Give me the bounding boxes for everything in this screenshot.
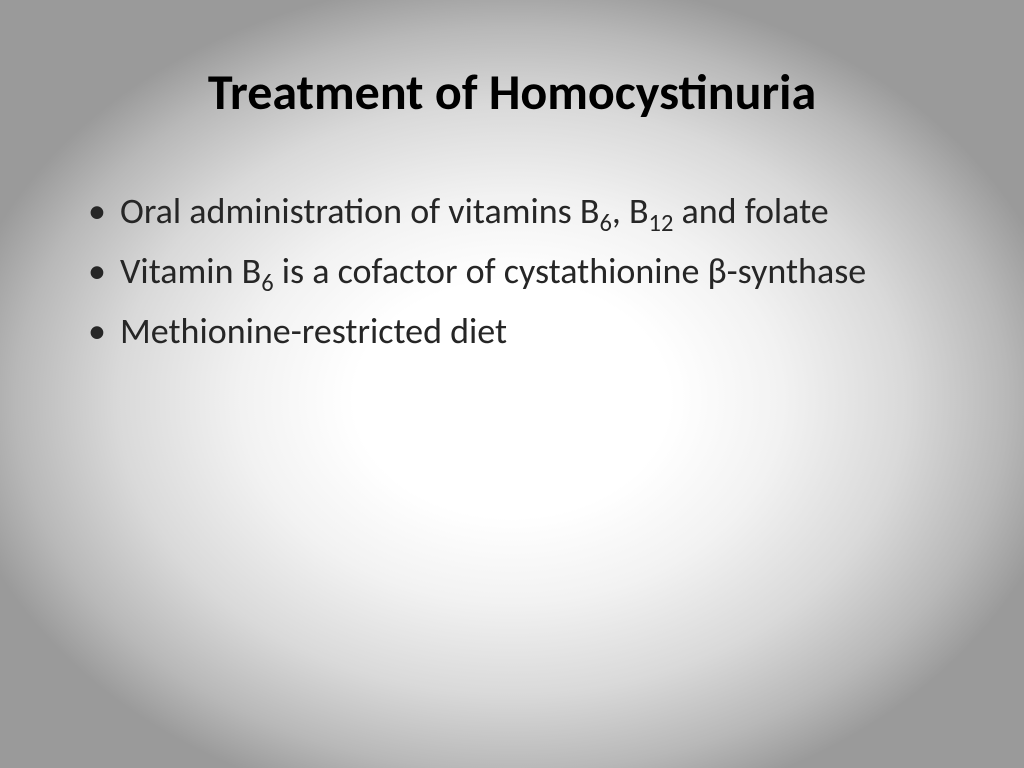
slide-title: Treatment of Homocystinuria: [0, 62, 1024, 123]
bullet-list: Oral administration of vitamins B6, B12 …: [78, 188, 954, 354]
list-item: Vitamin B6 is a cofactor of cystathionin…: [78, 248, 954, 294]
list-item: Oral administration of vitamins B6, B12 …: [78, 188, 954, 234]
slide-body: Oral administration of vitamins B6, B12 …: [78, 188, 954, 368]
slide: Treatment of Homocystinuria Oral adminis…: [0, 0, 1024, 768]
list-item: Methionine-restricted diet: [78, 308, 954, 354]
